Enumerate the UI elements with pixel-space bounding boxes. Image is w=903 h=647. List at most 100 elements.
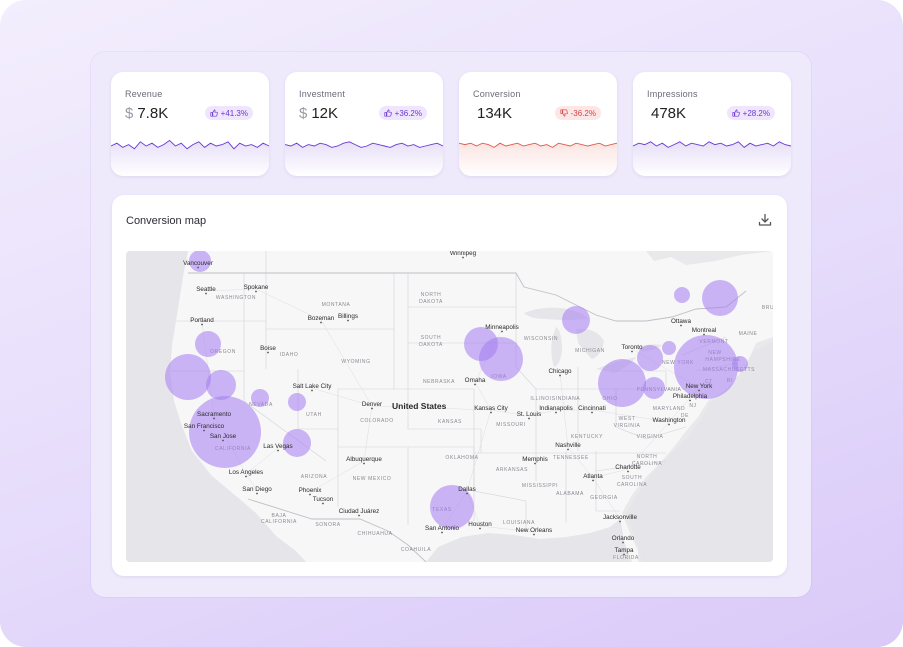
state-label: CALIFORNIA	[261, 519, 297, 525]
state-label: DAKOTA	[419, 342, 443, 348]
kpi-card-impressions[interactable]: Impressions 478K +28.2%	[633, 72, 791, 176]
city-dot	[256, 492, 258, 495]
city-label: Cincinnati	[578, 405, 606, 412]
state-label: WASHINGTON	[216, 295, 256, 301]
city-label: Salt Lake City	[293, 383, 333, 390]
thumbs-up-icon	[732, 109, 740, 117]
state-label: CAROLINA	[617, 482, 647, 488]
city-dot	[698, 389, 700, 392]
kpi-label: Impressions	[647, 89, 698, 99]
city-dot	[689, 399, 691, 402]
conversion-bubble[interactable]	[430, 485, 474, 529]
city-dot	[555, 411, 557, 414]
city-dot	[197, 266, 199, 269]
city-dot	[363, 462, 365, 465]
city-label: Washington	[652, 417, 686, 424]
city-label: New Orleans	[516, 527, 552, 534]
conversion-bubble[interactable]	[479, 337, 523, 381]
sparkline-area	[111, 140, 269, 176]
change-badge: -36.2%	[554, 106, 601, 120]
country-label: United States	[392, 401, 447, 411]
city-dot	[466, 492, 468, 495]
thumbs-down-icon	[560, 109, 568, 117]
city-label: Phoenix	[299, 487, 323, 494]
state-label: IDAHO	[280, 352, 299, 358]
state-label: CAROLINA	[632, 461, 662, 467]
city-dot	[311, 389, 313, 392]
kpi-card-revenue[interactable]: Revenue $ 7.8K +41.3%	[111, 72, 269, 176]
state-label: SOUTH	[622, 475, 643, 481]
city-dot	[592, 479, 594, 482]
us-map[interactable]: WASHINGTONMONTANANORTHDAKOTASOUTHDAKOTAO…	[126, 251, 773, 562]
city-dot	[322, 502, 324, 505]
city-label: Denver	[362, 401, 382, 408]
state-label: MICHIGAN	[575, 348, 605, 354]
city-dot	[680, 324, 682, 327]
kpi-number: 134K	[477, 105, 513, 122]
city-label: Omaha	[465, 377, 486, 384]
city-label: Ottawa	[671, 318, 691, 325]
conversion-bubble[interactable]	[662, 341, 676, 355]
state-label: BRU	[762, 305, 773, 311]
conversion-bubble[interactable]	[598, 359, 646, 407]
city-label: Bozeman	[308, 315, 335, 322]
city-label: Atlanta	[583, 473, 603, 480]
change-value: -36.2%	[570, 108, 596, 118]
kpi-value: 134K	[473, 105, 512, 122]
sparkline-area	[633, 141, 791, 176]
conversion-bubble[interactable]	[643, 377, 665, 399]
download-button[interactable]	[757, 212, 773, 228]
state-label: WISCONSIN	[524, 336, 558, 342]
atlantic-ocean	[626, 341, 773, 562]
kpi-card-conversion[interactable]: Conversion 134K -36.2%	[459, 72, 617, 176]
conversion-bubble[interactable]	[189, 396, 261, 468]
conversion-bubble[interactable]	[637, 345, 663, 371]
map-area[interactable]: WASHINGTON MONTANA NORTH DAKOTA SOUTH DAKOTA O…	[126, 251, 773, 562]
sparkline-line	[633, 141, 791, 148]
kpi-label: Conversion	[473, 89, 521, 99]
state-label: NORTH	[637, 454, 658, 460]
conversion-bubble[interactable]	[674, 335, 738, 399]
sparkline-area	[459, 143, 617, 176]
change-value: +28.2%	[742, 108, 770, 118]
city-label: San Francisco	[184, 423, 225, 430]
change-value: +36.2%	[394, 108, 422, 118]
city-dot	[462, 256, 464, 259]
sparkline	[285, 141, 443, 176]
kpi-card-investment[interactable]: Investment $ 12K +36.2%	[285, 72, 443, 176]
conversion-bubble[interactable]	[189, 251, 211, 272]
state-label: TENNESSEE	[553, 455, 589, 461]
state-label: LOUISIANA	[503, 520, 535, 526]
city-dot	[201, 323, 203, 326]
conversion-bubble[interactable]	[251, 389, 269, 407]
conversion-bubble[interactable]	[562, 306, 590, 334]
conversion-bubble[interactable]	[674, 287, 690, 303]
sparkline	[111, 139, 269, 176]
conversion-bubble[interactable]	[732, 356, 748, 372]
conversion-bubble[interactable]	[288, 393, 306, 411]
city-dot	[627, 470, 629, 473]
state-label: OREGON	[210, 349, 236, 355]
conversion-bubble[interactable]	[165, 354, 211, 400]
conversion-bubble[interactable]	[195, 331, 221, 357]
conversion-bubble[interactable]	[702, 280, 738, 316]
city-label: Tampa	[615, 547, 634, 554]
currency-symbol: $	[125, 105, 134, 122]
change-badge: +28.2%	[726, 106, 775, 120]
conversion-bubble[interactable]	[206, 370, 236, 400]
city-label: Jacksonville	[603, 514, 637, 521]
kpi-number: 12K	[311, 105, 339, 122]
city-label: Billings	[338, 313, 358, 320]
city-label: Philadelphia	[673, 393, 708, 400]
border-canada	[188, 272, 747, 322]
city-dot	[213, 417, 215, 420]
conversion-bubble[interactable]	[283, 429, 311, 457]
state-label: MARYLAND	[653, 406, 686, 412]
city-label: San Diego	[242, 486, 272, 493]
city-dot	[441, 531, 443, 534]
kpi-number: 478K	[651, 105, 687, 122]
city-dot	[222, 439, 224, 442]
state-label: MONTANA	[322, 302, 351, 308]
city-dot	[623, 553, 625, 556]
city-label: Las Vegas	[263, 443, 292, 450]
